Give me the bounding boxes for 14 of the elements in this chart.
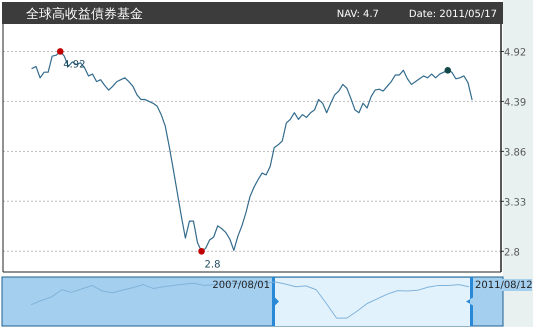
y-tick-label: 4.92	[504, 47, 526, 58]
annotation: 2007/08/01	[212, 280, 270, 291]
y-tick-label: 3.33	[504, 197, 526, 208]
text: 2011/08/12	[475, 280, 533, 291]
text: Date: 2011/05/17	[408, 9, 497, 20]
y-tick-label: 3.86	[504, 147, 526, 158]
chart-title: 全球高收益債券基金	[26, 6, 143, 22]
point	[444, 67, 452, 74]
y-tick-label: 2.8	[504, 247, 520, 258]
point	[56, 48, 64, 55]
text: NAV: 4.7	[336, 9, 379, 20]
point	[198, 248, 205, 255]
data-label: 2.8	[204, 259, 220, 270]
y-tick-label: 4.39	[504, 97, 526, 108]
